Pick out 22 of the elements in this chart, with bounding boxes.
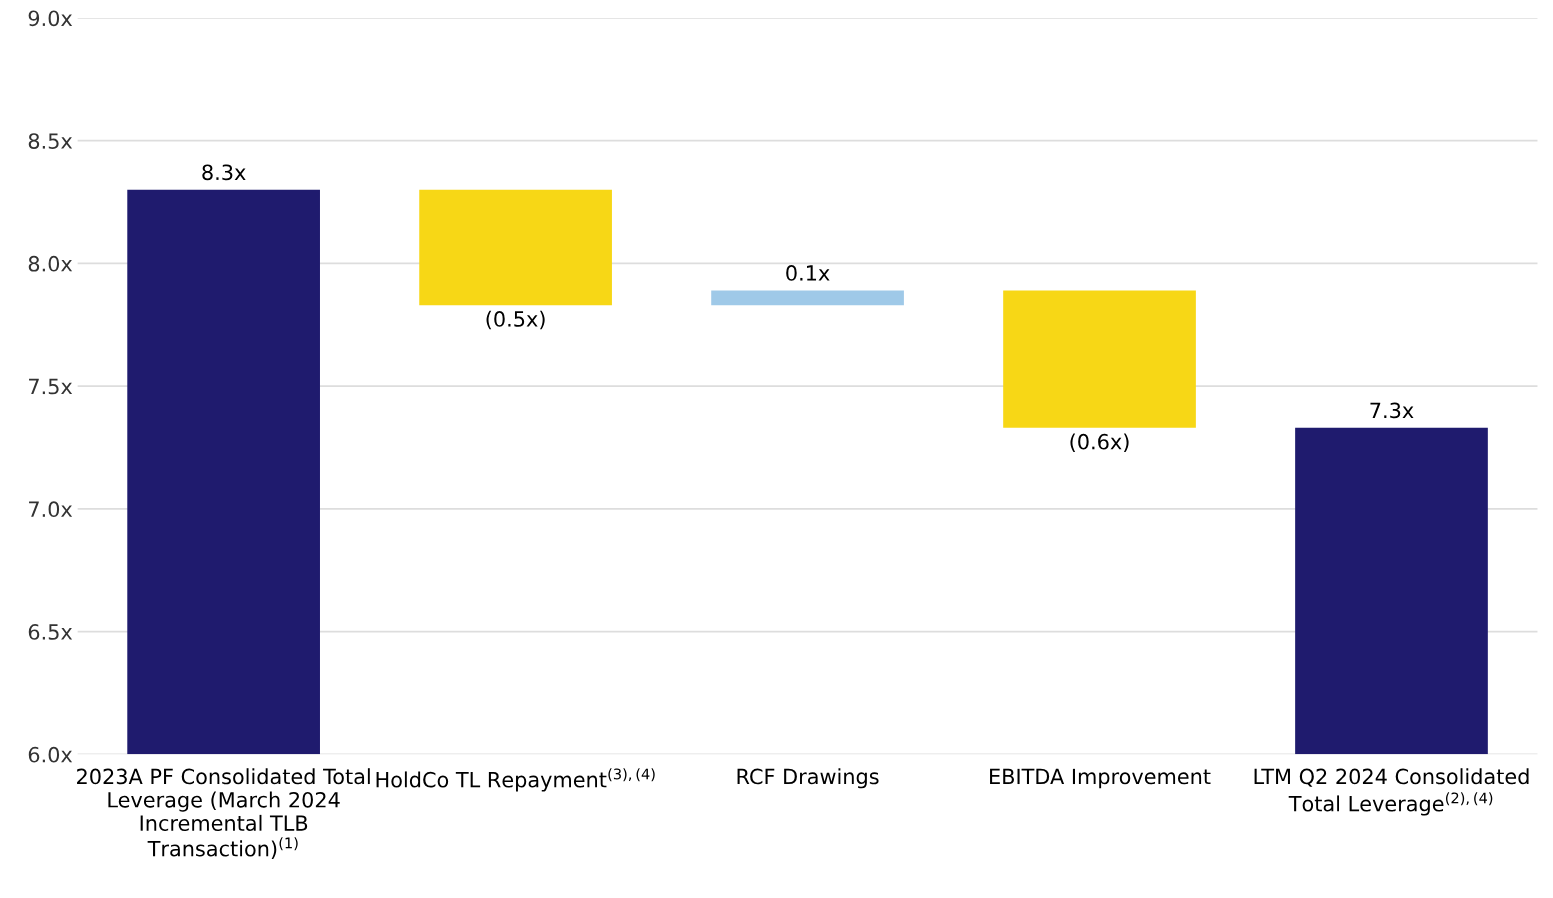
x-tick-label: LTM Q2 2024 Consolidated Total Leverage$^{(2),(4)}$ bbox=[1254, 768, 1529, 816]
y-tick-label: 8.0x bbox=[28, 255, 73, 272]
bar bbox=[1003, 290, 1196, 428]
x-tick-label: HoldCo TL Repayment$^{(3),(4)}$ bbox=[376, 768, 655, 792]
x-tick-label: EBITDA Improvement bbox=[990, 768, 1211, 789]
data-label: (0.6x) bbox=[1070, 433, 1129, 452]
y-tick-label: 7.5x bbox=[29, 378, 73, 395]
data-label: 7.3x bbox=[1370, 402, 1414, 419]
data-label: 0.1x bbox=[786, 265, 830, 281]
bar bbox=[419, 189, 612, 306]
y-tick-label: 9.0x bbox=[28, 10, 73, 27]
x-tick-label: 2023A PF Consolidated Total Leverage (March 2024 Incremental TLB Transaction)$^{(1)}$ bbox=[77, 768, 370, 859]
y-tick-label: 7.0x bbox=[29, 501, 73, 518]
y-tick-label: 6.5x bbox=[28, 624, 73, 640]
y-tick-label: 8.5x bbox=[28, 133, 73, 149]
data-label: 8.3x bbox=[202, 164, 246, 181]
bar bbox=[1295, 427, 1488, 755]
bar bbox=[711, 290, 904, 306]
data-label: (0.5x) bbox=[486, 310, 545, 330]
x-tick-label: RCF Drawings bbox=[737, 768, 879, 789]
y-tick-label: 6.0x bbox=[28, 746, 73, 763]
bar bbox=[127, 189, 320, 755]
